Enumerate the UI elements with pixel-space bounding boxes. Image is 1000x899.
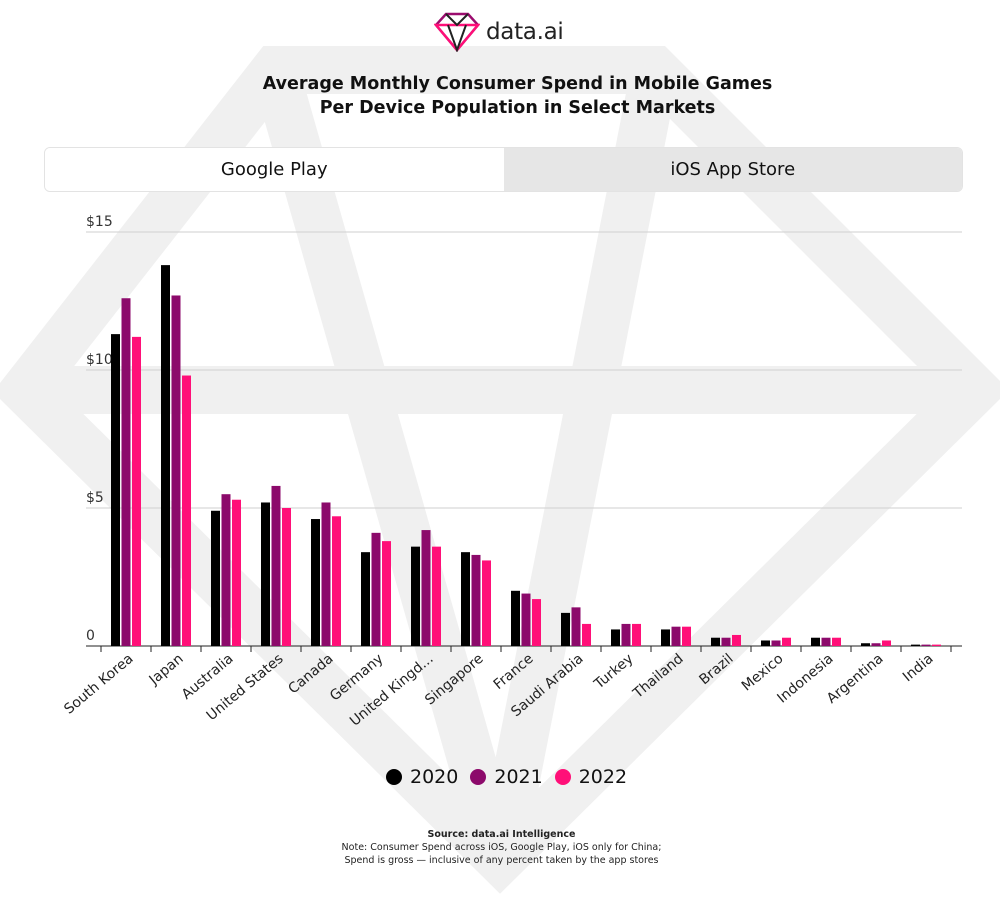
- bar-2021: [521, 593, 531, 646]
- title-line-2: Per Device Population in Select Markets: [319, 98, 716, 118]
- bar-2020: [411, 546, 420, 646]
- y-tick-label: $15: [86, 214, 113, 230]
- legend-label-2021: 2021: [494, 766, 543, 788]
- bar-2020: [161, 265, 170, 646]
- note-text: Note: Consumer Spend across iOS, Google …: [341, 842, 662, 866]
- bar-2022: [332, 516, 341, 646]
- bar-2020: [711, 637, 720, 646]
- bar-2020: [261, 502, 270, 646]
- bar-2021: [821, 637, 831, 646]
- bar-2021: [421, 530, 431, 646]
- bar-2021: [271, 485, 281, 646]
- legend: 2020 2021 2022: [386, 766, 627, 788]
- tab-google-play[interactable]: Google Play: [45, 148, 504, 191]
- legend-dot-2020: [386, 769, 402, 785]
- x-tick-label: Thailand: [629, 651, 686, 703]
- bar-2020: [511, 590, 520, 646]
- bar-2022: [232, 499, 241, 646]
- bar-2020: [661, 629, 670, 646]
- bar-2021: [571, 607, 581, 646]
- bar-2020: [461, 552, 470, 646]
- bar-2020: [361, 552, 370, 646]
- tab-ios-app-store[interactable]: iOS App Store: [503, 148, 962, 191]
- bar-2020: [861, 643, 870, 646]
- bar-2021: [871, 643, 881, 646]
- bar-2020: [561, 612, 570, 646]
- chart-title: Average Monthly Consumer Spend in Mobile…: [0, 72, 1000, 120]
- legend-dot-2022: [554, 769, 571, 785]
- y-tick-label: $5: [86, 490, 104, 506]
- bar-2022: [132, 336, 141, 646]
- bar-2022: [682, 626, 691, 646]
- legend-item-2022[interactable]: 2022: [554, 766, 628, 788]
- legend-item-2020[interactable]: 2020: [386, 766, 458, 788]
- legend-dot-2021: [470, 769, 487, 785]
- bar-2021: [671, 626, 681, 646]
- x-tick-label: Turkey: [591, 651, 637, 693]
- bar-2022: [482, 560, 491, 646]
- bar-2022: [432, 546, 441, 646]
- bar-2022: [632, 623, 641, 646]
- bar-2022: [282, 508, 291, 646]
- x-tick-label: Brazil: [696, 651, 736, 688]
- diamond-logo-icon: [434, 12, 480, 52]
- brand-header: data.ai: [434, 12, 564, 52]
- bar-2021: [921, 644, 931, 646]
- source-text: Source: data.ai Intelligence: [427, 829, 576, 840]
- bar-2021: [771, 640, 781, 646]
- brand-name: data.ai: [486, 19, 564, 45]
- legend-label-2020: 2020: [410, 766, 459, 788]
- bar-2020: [111, 334, 120, 646]
- bar-2022: [882, 640, 891, 646]
- bar-2022: [782, 637, 791, 646]
- bar-2022: [532, 599, 541, 646]
- bar-2021: [371, 532, 381, 646]
- title-line-1: Average Monthly Consumer Spend in Mobile…: [262, 74, 773, 94]
- bar-2021: [721, 637, 731, 646]
- bar-2022: [832, 637, 841, 646]
- bar-2022: [182, 375, 191, 646]
- bar-2022: [732, 634, 741, 646]
- x-tick-label: United Kingd...: [347, 651, 437, 730]
- y-tick-label: $10: [86, 352, 113, 368]
- bar-2020: [311, 519, 320, 646]
- legend-label-2022: 2022: [578, 766, 628, 788]
- bar-2022: [582, 623, 591, 646]
- x-tick-label: India: [900, 651, 937, 685]
- x-tick-label: France: [491, 651, 537, 693]
- bar-2021: [621, 623, 631, 646]
- bar-2022: [932, 644, 941, 646]
- bar-2020: [811, 637, 820, 646]
- x-tick-label: South Korea: [61, 651, 136, 718]
- store-tabs: Google Play iOS App Store: [44, 147, 963, 192]
- footer: Source: data.ai Intelligence Note: Consu…: [0, 828, 1000, 867]
- y-tick-label: 0: [86, 628, 95, 644]
- bar-2020: [611, 629, 620, 646]
- bar-2021: [171, 295, 181, 646]
- bar-2021: [321, 502, 331, 646]
- x-tick-label: Japan: [146, 651, 187, 689]
- bar-2020: [211, 510, 220, 646]
- bar-2021: [221, 494, 231, 646]
- x-tick-label: Argentina: [824, 651, 887, 707]
- bar-2020: [761, 640, 770, 646]
- bar-2022: [382, 541, 391, 646]
- legend-item-2021[interactable]: 2021: [470, 766, 543, 788]
- bar-2021: [471, 554, 481, 646]
- x-tick-label: Mexico: [739, 651, 787, 695]
- bar-2020: [911, 644, 920, 646]
- bar-2021: [121, 298, 131, 646]
